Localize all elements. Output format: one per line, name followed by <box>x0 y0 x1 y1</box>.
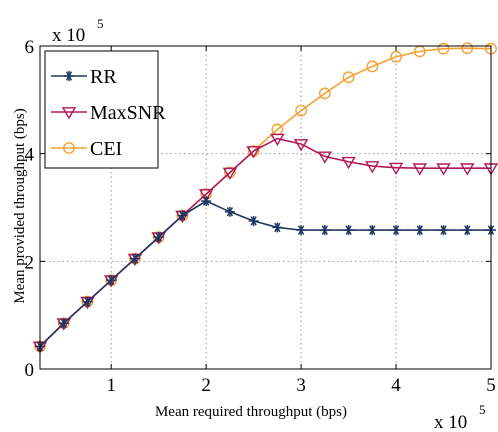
data-point <box>222 167 238 180</box>
data-point <box>366 60 379 73</box>
grid-lines <box>40 46 491 369</box>
legend-item-cei: CEI <box>51 138 122 160</box>
axis-ticks: 1 2 3 4 5 0 2 4 6 <box>25 37 496 396</box>
x-tick-label: 4 <box>391 375 401 396</box>
data-point <box>341 156 356 170</box>
data-point <box>388 162 404 176</box>
plot-frame <box>39 45 492 370</box>
x-multiplier: x 10 <box>434 412 467 432</box>
data-point <box>82 296 93 307</box>
y-tick-label: 4 <box>25 145 35 166</box>
data-point <box>365 161 380 174</box>
x-tick-label: 5 <box>486 375 496 396</box>
x-multiplier-exponent: 5 <box>479 402 486 417</box>
data-point <box>343 225 354 236</box>
data-point <box>318 87 331 100</box>
data-point <box>177 210 188 221</box>
data-point <box>270 133 285 146</box>
data-point <box>293 139 309 152</box>
series-line <box>39 200 491 347</box>
legend-swatch-marker <box>63 142 75 154</box>
data-point <box>412 163 428 176</box>
series-layer <box>32 42 498 354</box>
data-point <box>462 225 473 236</box>
data-point <box>317 151 333 164</box>
data-point <box>342 71 355 84</box>
y-tick-label: 0 <box>25 360 35 381</box>
series-line <box>39 137 491 347</box>
legend-label: CEI <box>90 138 122 160</box>
data-point <box>367 225 378 236</box>
legend-label: RR <box>90 66 117 88</box>
data-point <box>58 318 69 329</box>
data-point <box>461 42 474 55</box>
data-point <box>391 225 402 236</box>
data-point <box>224 206 235 217</box>
data-point <box>272 222 283 233</box>
legend-swatch-marker <box>61 107 77 120</box>
x-axis-label: Mean required throughput (bps) <box>155 404 347 420</box>
data-point <box>390 50 402 63</box>
data-point <box>198 189 214 202</box>
legend-swatch-marker <box>64 71 74 81</box>
data-point <box>246 146 261 159</box>
data-point <box>436 163 451 176</box>
data-point <box>153 232 164 243</box>
data-point <box>295 104 308 117</box>
y-tick-label: 2 <box>25 252 35 273</box>
legend-label: MaxSNR <box>90 102 166 124</box>
data-point <box>437 42 450 55</box>
y-axis-label: Mean provided throughput (bps) <box>12 108 28 303</box>
data-point <box>248 215 259 226</box>
y-tick-label: 6 <box>25 37 35 58</box>
y-multiplier-exponent: 5 <box>97 16 104 31</box>
data-point <box>296 225 307 236</box>
series-rr <box>35 196 496 352</box>
legend-items: RR MaxSNR CEI <box>51 66 166 160</box>
data-point <box>319 225 330 236</box>
legend-item-rr: RR <box>51 66 117 88</box>
y-multiplier: x 10 <box>52 25 85 46</box>
legend-item-maxsnr: MaxSNR <box>51 102 166 124</box>
data-point <box>106 275 117 286</box>
data-point <box>460 163 475 176</box>
data-point <box>414 225 425 236</box>
data-point <box>201 196 212 207</box>
data-point <box>438 225 449 236</box>
x-tick-label: 2 <box>201 375 211 396</box>
legend: RR MaxSNR CEI <box>44 50 166 169</box>
x-tick-label: 3 <box>296 375 306 396</box>
data-point <box>129 253 140 264</box>
x-tick-label: 1 <box>106 375 116 396</box>
